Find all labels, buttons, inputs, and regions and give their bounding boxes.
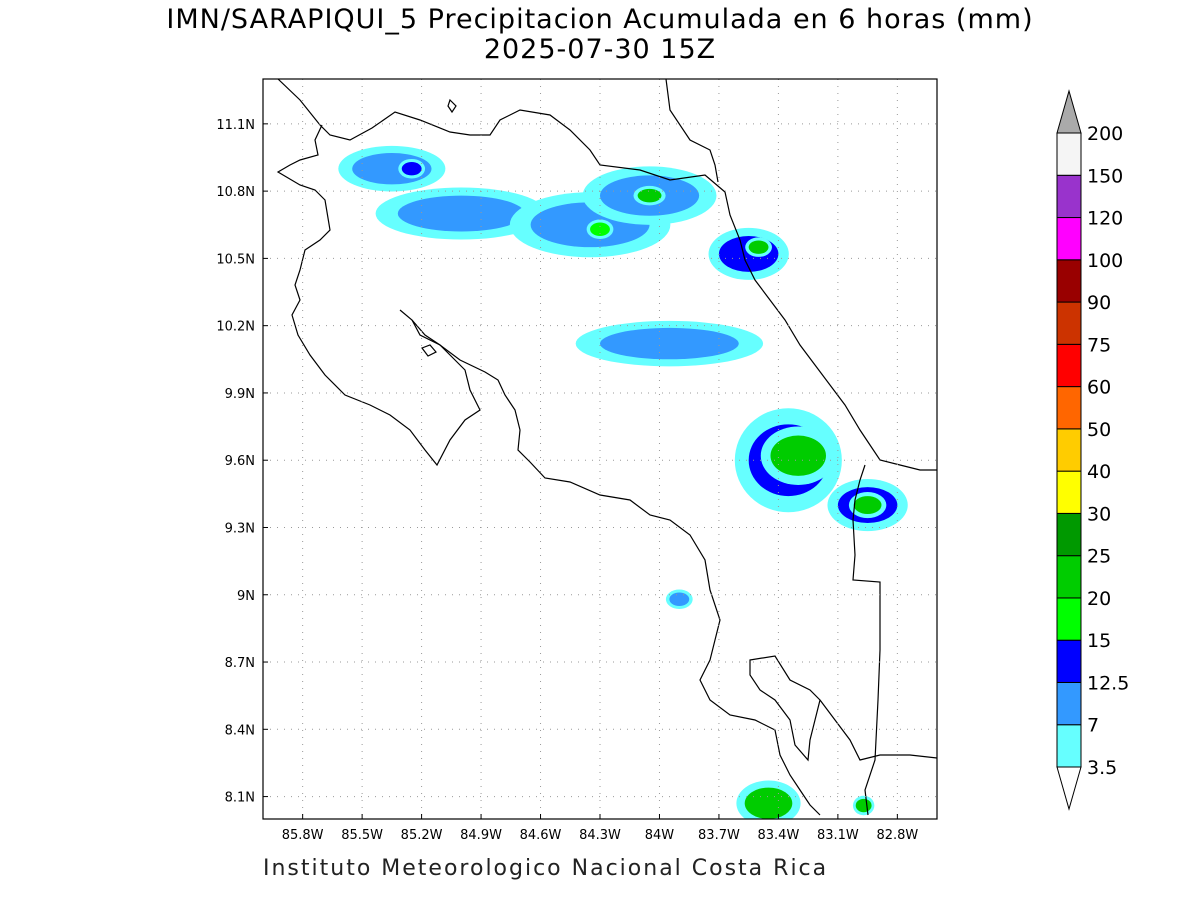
precip-blob [590, 222, 610, 236]
nicoya-gulf-coast [411, 319, 821, 816]
latitude-ticks: 11.1N 10.8N 10.5N 10.2N 9.9N 9.6N 9.3N 9N 8.7N 8.… [216, 118, 268, 806]
x-tick-label: 83.1W [817, 828, 859, 843]
x-tick-label: 85.8W [282, 828, 324, 843]
y-tick-label: 9.6N [225, 454, 255, 469]
colorbar-bottom-arrow [1056, 766, 1082, 811]
colorbar-swatch [1056, 386, 1082, 430]
colorbar-swatch [1056, 174, 1082, 219]
precip-blob [770, 435, 826, 476]
colorbar-swatch [1056, 681, 1082, 726]
colorbar-label: 7 [1087, 715, 1099, 737]
nicoya-island [421, 344, 437, 357]
nicaragua-border-east [665, 79, 719, 183]
y-tick-label: 10.2N [216, 320, 255, 335]
colorbar-swatch [1056, 639, 1082, 683]
colorbar-label: 15 [1087, 630, 1111, 652]
nicaragua-border [277, 79, 726, 193]
x-tick-label: 84W [645, 828, 675, 843]
colorbar-swatch [1056, 132, 1082, 176]
x-tick-label: 85.2W [401, 828, 443, 843]
x-tick-label: 83.7W [698, 828, 740, 843]
precipitation-layer [338, 145, 908, 819]
map-footer: Instituto Meteorologico Nacional Costa R… [263, 856, 829, 881]
map-title-line1: IMN/SARAPIQUI_5 Precipitacion Acumulada … [166, 4, 1034, 35]
x-tick-label: 84.6W [520, 828, 562, 843]
y-tick-label: 10.5N [216, 252, 255, 267]
caribbean-coast [724, 191, 937, 471]
colorbar-label: 200 [1087, 123, 1123, 145]
burica-coast [819, 699, 937, 761]
precip-blob [397, 195, 525, 232]
colorbar-label: 12.5 [1087, 672, 1129, 694]
x-tick-label: 84.3W [579, 828, 621, 843]
osa-peninsula [749, 655, 821, 762]
graticule [263, 79, 937, 819]
coastline-layer [276, 79, 937, 816]
colorbar-swatch [1056, 724, 1082, 768]
colorbar-label: 60 [1087, 377, 1111, 399]
y-tick-label: 9N [237, 589, 255, 604]
colorbar-label: 20 [1087, 588, 1111, 610]
precip-blob [855, 798, 872, 813]
x-tick-label: 83.4W [758, 828, 800, 843]
colorbar-swatch [1056, 343, 1082, 388]
x-tick-label: 85.5W [341, 828, 383, 843]
pacific-coast [276, 124, 481, 467]
colorbar-label: 50 [1087, 419, 1111, 441]
map-title-line2: 2025-07-30 15Z [483, 34, 717, 65]
colorbar-label: 40 [1087, 461, 1111, 483]
precip-blob [401, 161, 422, 176]
y-tick-label: 9.9N [225, 387, 255, 402]
y-tick-label: 10.8N [216, 185, 255, 200]
y-tick-label: 8.4N [225, 723, 255, 738]
colorbar-swatch [1056, 555, 1082, 599]
colorbar-swatch [1056, 597, 1082, 641]
colorbar-swatch [1056, 470, 1082, 514]
colorbar-swatch [1056, 259, 1082, 303]
small-island [447, 98, 457, 114]
colorbar-label: 150 [1087, 165, 1123, 187]
precip-blob [744, 787, 793, 819]
colorbar-label: 3.5 [1087, 757, 1117, 779]
colorbar-label: 25 [1087, 546, 1111, 568]
colorbar-label: 100 [1087, 250, 1123, 272]
colorbar-swatch [1056, 512, 1082, 557]
precip-blob [637, 188, 662, 203]
panama-border [852, 464, 881, 816]
colorbar-label: 90 [1087, 292, 1111, 314]
x-tick-label: 84.9W [460, 828, 502, 843]
precip-blob [600, 327, 739, 360]
colorbar-label: 75 [1087, 334, 1111, 356]
precip-blob [748, 240, 769, 254]
colorbar-label: 30 [1087, 503, 1111, 525]
colorbar-swatch [1056, 217, 1082, 261]
y-tick-label: 9.3N [225, 521, 255, 536]
colorbar-top-arrow [1056, 89, 1082, 134]
colorbar-swatch [1056, 428, 1082, 472]
colorbar: 3.5 7 12.5 15 20 25 30 40 50 60 75 90 100 120 150 200 [1056, 89, 1129, 811]
precip-blob [853, 496, 882, 515]
longitude-ticks: 85.8W 85.5W 85.2W 84.9W 84.6W 84.3W 84W 83.7W 83… [282, 814, 918, 843]
x-tick-label: 82.8W [876, 828, 918, 843]
y-tick-label: 11.1N [216, 118, 255, 133]
y-tick-label: 8.7N [225, 656, 255, 671]
y-tick-label: 8.1N [225, 791, 255, 806]
precip-blob [669, 592, 690, 606]
colorbar-swatch [1056, 301, 1082, 345]
colorbar-label: 120 [1087, 208, 1123, 230]
